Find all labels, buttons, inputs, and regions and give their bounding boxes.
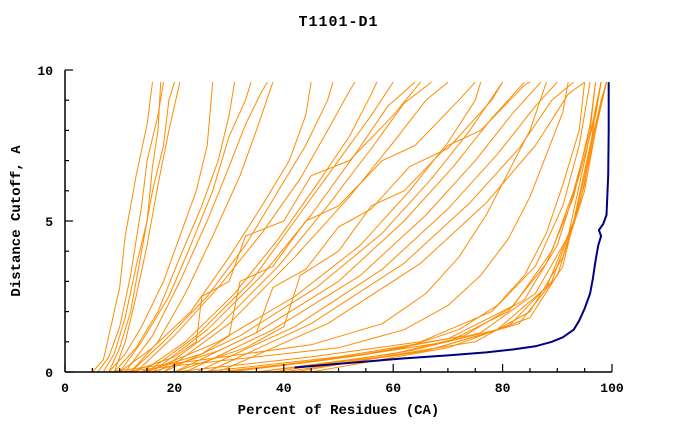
prediction-curve xyxy=(119,81,252,373)
prediction-curve xyxy=(152,81,504,373)
prediction-curve xyxy=(130,81,334,373)
prediction-curve xyxy=(311,81,607,373)
prediction-curve xyxy=(91,82,153,373)
prediction-curve xyxy=(130,81,421,373)
prediction-curve xyxy=(130,81,274,373)
prediction-curve xyxy=(135,81,356,373)
prediction-curve xyxy=(174,82,591,373)
x-tick-label: 100 xyxy=(600,381,624,396)
prediction-curve xyxy=(229,82,602,373)
prediction-curve xyxy=(185,81,542,373)
prediction-curve xyxy=(229,82,586,373)
prediction-curve xyxy=(97,82,164,373)
x-tick-label: 20 xyxy=(167,381,183,396)
prediction-curve xyxy=(163,81,504,373)
prediction-curve xyxy=(157,81,432,373)
x-axis-label: Percent of Residues (CA) xyxy=(238,403,440,419)
x-tick-label: 40 xyxy=(276,381,292,396)
prediction-curve xyxy=(124,81,268,373)
y-tick-label: 0 xyxy=(45,366,53,381)
prediction-curve xyxy=(206,81,575,373)
prediction-curve xyxy=(152,81,416,373)
chart-title: T1101-D1 xyxy=(298,14,378,31)
prediction-curve xyxy=(174,81,531,373)
prediction-curve xyxy=(196,81,558,373)
prediction-curve xyxy=(217,81,585,373)
prediction-curve xyxy=(141,81,476,373)
prediction-curve xyxy=(113,81,181,373)
prediction-curve xyxy=(146,81,482,373)
prediction-curve xyxy=(119,82,312,373)
prediction-curve xyxy=(119,82,569,373)
prediction-curve xyxy=(146,81,394,373)
prediction-curve xyxy=(108,81,547,373)
prediction-curve xyxy=(113,82,236,373)
prediction-curve xyxy=(141,81,378,373)
prediction-curve xyxy=(108,81,175,373)
prediction-curve xyxy=(163,81,449,373)
y-tick-label: 5 xyxy=(45,215,53,230)
x-tick-label: 80 xyxy=(495,381,511,396)
prediction-curve xyxy=(201,82,597,373)
x-tick-label: 0 xyxy=(61,381,69,396)
y-axis-label: Distance Cutoff, A xyxy=(9,145,25,297)
prediction-curve xyxy=(108,82,214,373)
prediction-curve xyxy=(218,82,597,373)
reference-curve xyxy=(294,82,610,369)
x-tick-label: 60 xyxy=(385,381,401,396)
y-tick-label: 10 xyxy=(37,64,53,79)
prediction-curve xyxy=(272,81,607,373)
prediction-curve xyxy=(256,82,602,373)
prediction-curve xyxy=(102,82,162,373)
